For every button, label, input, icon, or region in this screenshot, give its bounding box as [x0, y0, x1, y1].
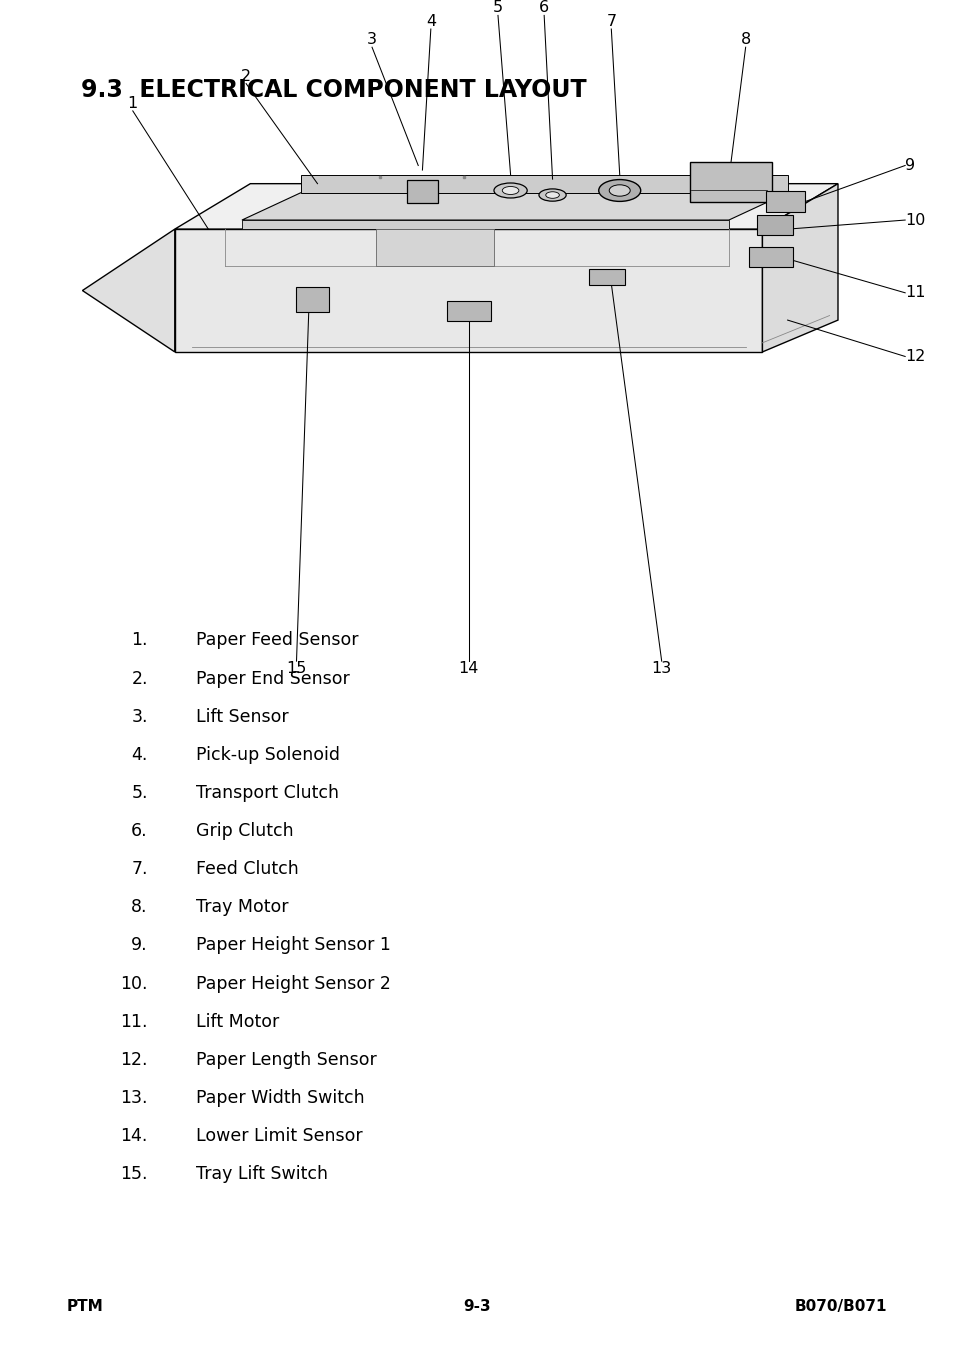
- Text: B070/B071: B070/B071: [794, 1298, 886, 1313]
- Text: 6: 6: [538, 0, 549, 15]
- Text: Paper Feed Sensor: Paper Feed Sensor: [195, 631, 357, 650]
- Ellipse shape: [538, 189, 565, 201]
- Text: Lift Motor: Lift Motor: [195, 1013, 278, 1031]
- Text: 10: 10: [904, 212, 924, 227]
- FancyBboxPatch shape: [295, 286, 329, 312]
- FancyBboxPatch shape: [748, 247, 792, 267]
- Polygon shape: [242, 193, 787, 220]
- Text: Lower Limit Sensor: Lower Limit Sensor: [195, 1127, 362, 1146]
- Text: 9: 9: [904, 158, 914, 173]
- Ellipse shape: [494, 182, 527, 199]
- Text: Lift Sensor: Lift Sensor: [195, 708, 288, 725]
- Text: Paper Width Switch: Paper Width Switch: [195, 1089, 364, 1106]
- Text: 3.: 3.: [132, 708, 148, 725]
- Text: 3: 3: [367, 32, 376, 47]
- Text: 2.: 2.: [132, 670, 148, 688]
- Ellipse shape: [609, 185, 630, 196]
- Text: Paper Length Sensor: Paper Length Sensor: [195, 1051, 375, 1069]
- Text: Pick-up Solenoid: Pick-up Solenoid: [195, 746, 339, 763]
- Text: 12: 12: [904, 349, 924, 363]
- Text: 9.: 9.: [132, 936, 148, 954]
- Text: 13: 13: [651, 661, 671, 676]
- Text: 5: 5: [493, 0, 502, 15]
- Polygon shape: [761, 184, 837, 351]
- Ellipse shape: [501, 186, 518, 195]
- Text: 6.: 6.: [132, 821, 148, 840]
- Text: Grip Clutch: Grip Clutch: [195, 821, 293, 840]
- FancyBboxPatch shape: [689, 162, 771, 203]
- FancyBboxPatch shape: [406, 180, 437, 203]
- Text: 11: 11: [904, 285, 924, 300]
- Text: 13.: 13.: [120, 1089, 148, 1106]
- Text: 11.: 11.: [120, 1013, 148, 1031]
- Polygon shape: [82, 230, 174, 351]
- Text: Tray Lift Switch: Tray Lift Switch: [195, 1165, 327, 1183]
- Text: 4.: 4.: [132, 746, 148, 763]
- FancyBboxPatch shape: [765, 192, 804, 212]
- Text: 15: 15: [286, 661, 306, 676]
- Text: 9-3: 9-3: [463, 1298, 490, 1313]
- Polygon shape: [242, 220, 728, 230]
- Ellipse shape: [545, 192, 558, 199]
- Text: 14.: 14.: [120, 1127, 148, 1146]
- Ellipse shape: [598, 180, 640, 201]
- Polygon shape: [174, 230, 761, 351]
- Text: 7: 7: [605, 14, 616, 30]
- Text: 10.: 10.: [120, 974, 148, 993]
- Text: Tray Motor: Tray Motor: [195, 898, 288, 916]
- Text: Paper Height Sensor 2: Paper Height Sensor 2: [195, 974, 390, 993]
- Text: 12.: 12.: [120, 1051, 148, 1069]
- Text: Transport Clutch: Transport Clutch: [195, 784, 338, 802]
- Text: 1.: 1.: [132, 631, 148, 650]
- Text: 9.3  ELECTRICAL COMPONENT LAYOUT: 9.3 ELECTRICAL COMPONENT LAYOUT: [81, 78, 586, 101]
- Text: 8: 8: [740, 32, 750, 47]
- Text: 15.: 15.: [120, 1165, 148, 1183]
- Text: 5.: 5.: [132, 784, 148, 802]
- Text: Paper End Sensor: Paper End Sensor: [195, 670, 349, 688]
- Polygon shape: [174, 184, 837, 230]
- Text: PTM: PTM: [67, 1298, 104, 1313]
- Text: 7.: 7.: [132, 861, 148, 878]
- Text: Paper Height Sensor 1: Paper Height Sensor 1: [195, 936, 390, 954]
- Text: 1: 1: [128, 96, 138, 111]
- Text: 14: 14: [458, 661, 478, 676]
- Text: 2: 2: [241, 69, 251, 84]
- FancyBboxPatch shape: [589, 269, 624, 285]
- Polygon shape: [300, 174, 787, 193]
- Polygon shape: [375, 230, 494, 266]
- Text: Feed Clutch: Feed Clutch: [195, 861, 298, 878]
- FancyBboxPatch shape: [446, 300, 490, 322]
- Text: 8.: 8.: [132, 898, 148, 916]
- FancyBboxPatch shape: [757, 215, 792, 235]
- Text: 4: 4: [425, 14, 436, 30]
